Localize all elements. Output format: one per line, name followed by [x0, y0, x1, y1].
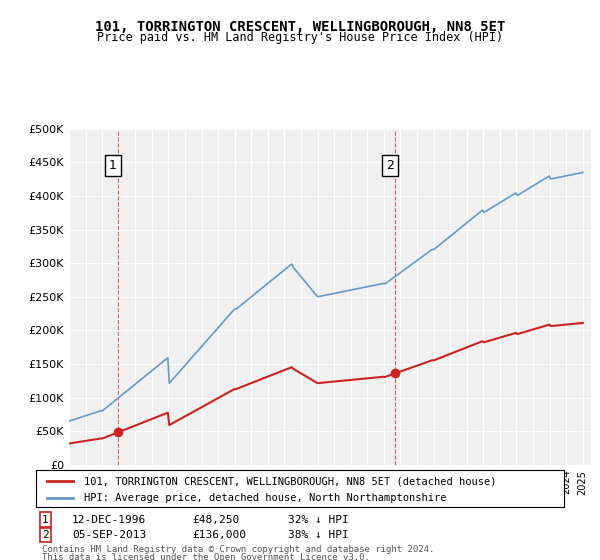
- Text: 101, TORRINGTON CRESCENT, WELLINGBOROUGH, NN8 5ET (detached house): 101, TORRINGTON CRESCENT, WELLINGBOROUGH…: [83, 477, 496, 486]
- Text: 12-DEC-1996: 12-DEC-1996: [72, 515, 146, 525]
- Text: 2: 2: [42, 530, 49, 540]
- Text: 101, TORRINGTON CRESCENT, WELLINGBOROUGH, NN8 5ET: 101, TORRINGTON CRESCENT, WELLINGBOROUGH…: [95, 20, 505, 34]
- Text: £136,000: £136,000: [192, 530, 246, 540]
- Text: Price paid vs. HM Land Registry's House Price Index (HPI): Price paid vs. HM Land Registry's House …: [97, 31, 503, 44]
- Text: 38% ↓ HPI: 38% ↓ HPI: [288, 530, 349, 540]
- Text: £48,250: £48,250: [192, 515, 239, 525]
- Text: Contains HM Land Registry data © Crown copyright and database right 2024.: Contains HM Land Registry data © Crown c…: [42, 545, 434, 554]
- Text: 05-SEP-2013: 05-SEP-2013: [72, 530, 146, 540]
- Text: 1: 1: [42, 515, 49, 525]
- Text: 1: 1: [109, 159, 117, 172]
- Text: This data is licensed under the Open Government Licence v3.0.: This data is licensed under the Open Gov…: [42, 553, 370, 560]
- Text: HPI: Average price, detached house, North Northamptonshire: HPI: Average price, detached house, Nort…: [83, 493, 446, 503]
- Text: 32% ↓ HPI: 32% ↓ HPI: [288, 515, 349, 525]
- Text: 2: 2: [386, 159, 394, 172]
